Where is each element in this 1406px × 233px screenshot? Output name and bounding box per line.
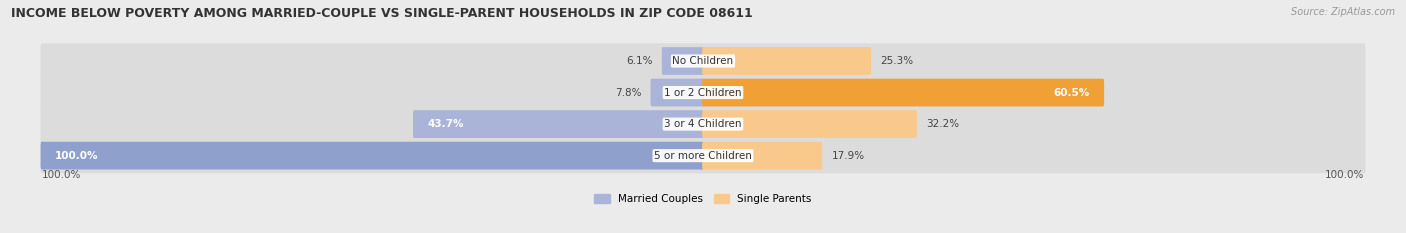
FancyBboxPatch shape — [413, 110, 704, 138]
Text: 1 or 2 Children: 1 or 2 Children — [664, 88, 742, 98]
Text: 60.5%: 60.5% — [1053, 88, 1090, 98]
Text: 5 or more Children: 5 or more Children — [654, 151, 752, 161]
FancyBboxPatch shape — [662, 47, 704, 75]
Text: 43.7%: 43.7% — [427, 119, 464, 129]
FancyBboxPatch shape — [702, 79, 1104, 106]
FancyBboxPatch shape — [41, 43, 1365, 79]
Text: 100.0%: 100.0% — [55, 151, 98, 161]
Text: 6.1%: 6.1% — [626, 56, 652, 66]
FancyBboxPatch shape — [702, 47, 872, 75]
FancyBboxPatch shape — [702, 110, 917, 138]
FancyBboxPatch shape — [41, 75, 1365, 110]
Text: 25.3%: 25.3% — [880, 56, 914, 66]
FancyBboxPatch shape — [41, 138, 1365, 173]
Text: 100.0%: 100.0% — [1326, 170, 1365, 180]
Legend: Married Couples, Single Parents: Married Couples, Single Parents — [591, 190, 815, 208]
FancyBboxPatch shape — [41, 142, 704, 170]
Text: No Children: No Children — [672, 56, 734, 66]
Text: 17.9%: 17.9% — [831, 151, 865, 161]
FancyBboxPatch shape — [651, 79, 704, 106]
Text: INCOME BELOW POVERTY AMONG MARRIED-COUPLE VS SINGLE-PARENT HOUSEHOLDS IN ZIP COD: INCOME BELOW POVERTY AMONG MARRIED-COUPL… — [11, 7, 754, 20]
Text: 7.8%: 7.8% — [614, 88, 641, 98]
Text: 100.0%: 100.0% — [41, 170, 80, 180]
FancyBboxPatch shape — [702, 142, 823, 170]
Text: 3 or 4 Children: 3 or 4 Children — [664, 119, 742, 129]
Text: 32.2%: 32.2% — [927, 119, 959, 129]
FancyBboxPatch shape — [41, 106, 1365, 142]
Text: Source: ZipAtlas.com: Source: ZipAtlas.com — [1291, 7, 1395, 17]
